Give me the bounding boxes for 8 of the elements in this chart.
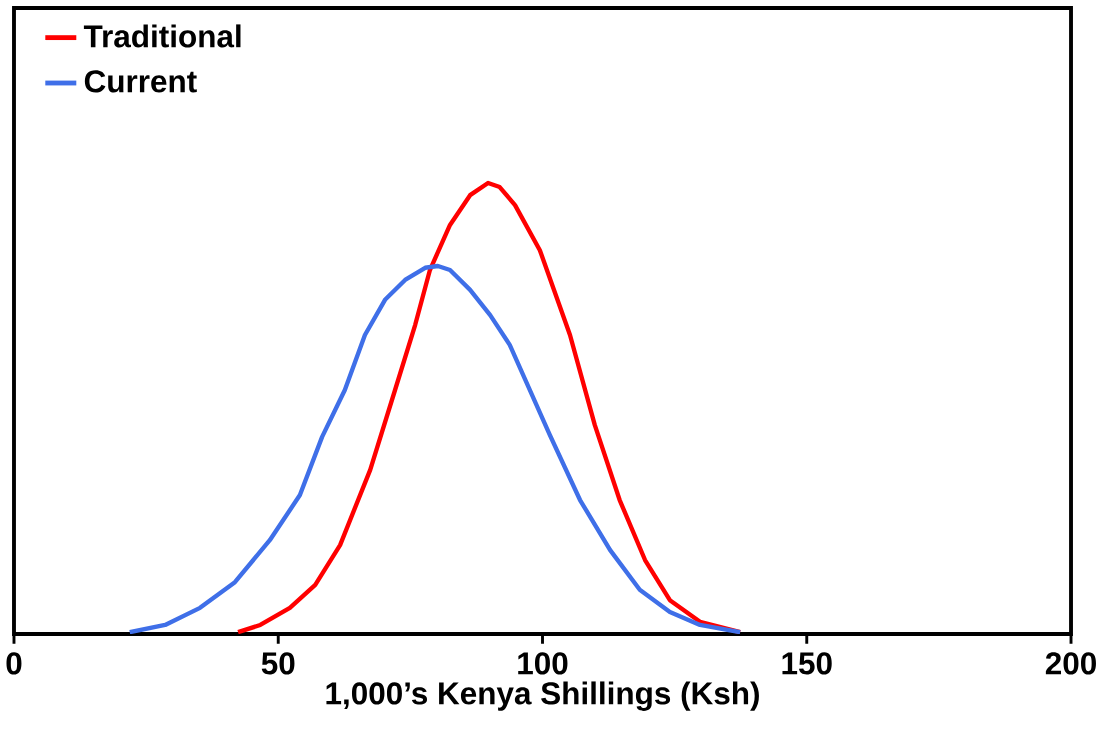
x-tick-label: 0	[6, 652, 22, 675]
legend-label: Traditional	[83, 24, 241, 48]
x-tick-label: 100	[518, 652, 568, 675]
legend-label: Current	[84, 70, 197, 93]
x-tick-label: 200	[1045, 652, 1096, 675]
x-tick-label: 50	[261, 652, 295, 675]
x-tick-label: 150	[782, 652, 832, 675]
x-axis-title: 1,000’s Kenya Shillings (Ksh)	[326, 681, 759, 711]
